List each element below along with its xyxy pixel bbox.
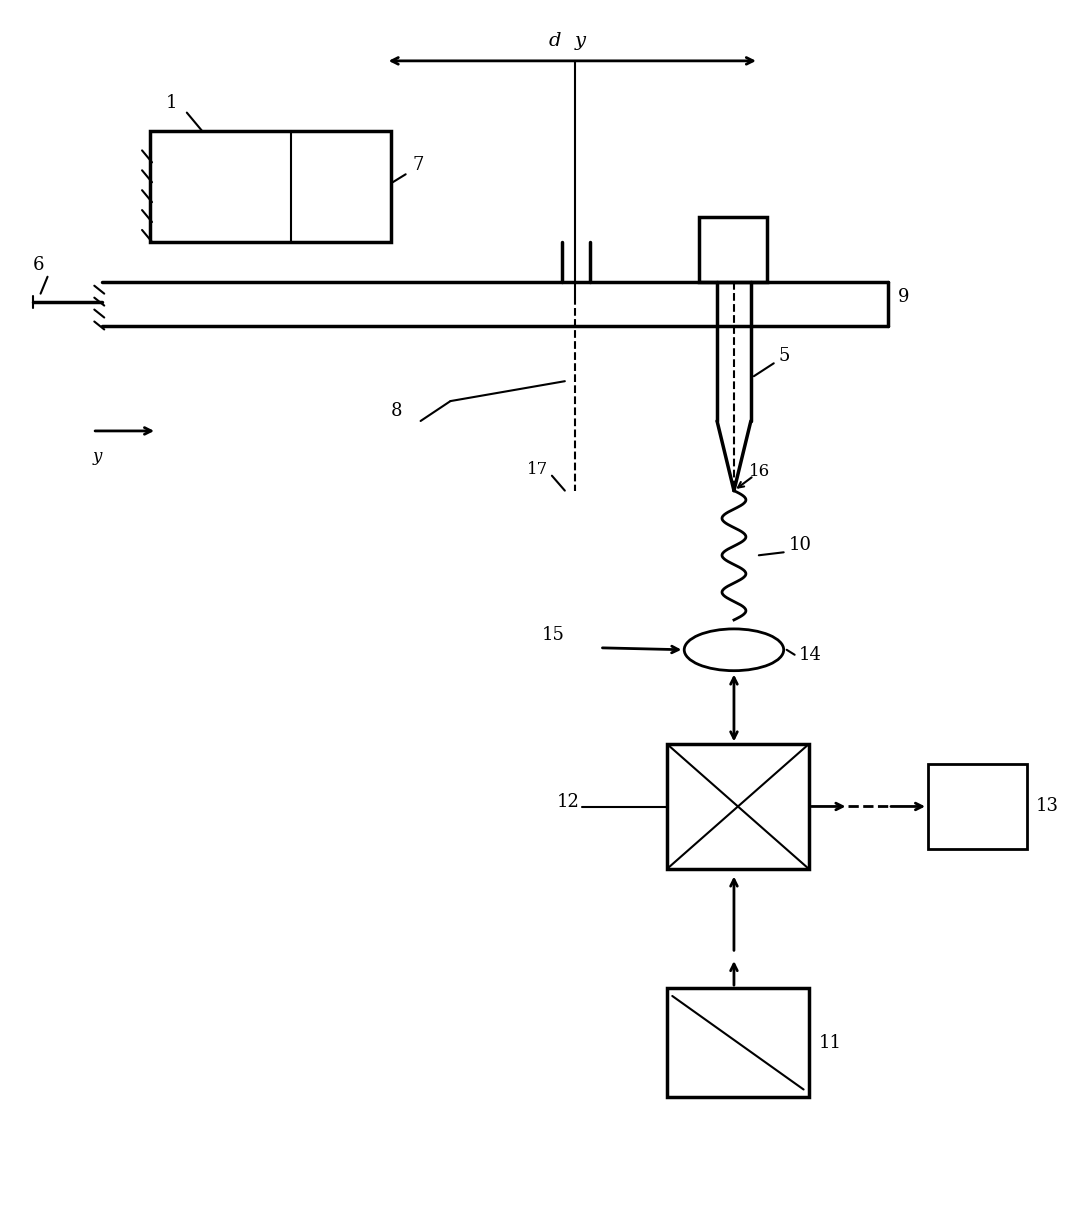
- Text: y: y: [92, 447, 102, 464]
- Text: 10: 10: [789, 536, 811, 555]
- Text: 5: 5: [778, 347, 790, 366]
- Bar: [667, 745, 808, 869]
- Text: 13: 13: [1036, 797, 1058, 816]
- Text: 11: 11: [819, 1034, 841, 1052]
- Text: 7: 7: [413, 156, 424, 174]
- Text: y: y: [574, 32, 585, 50]
- Bar: [928, 764, 1027, 848]
- Bar: [667, 989, 808, 1097]
- Text: 16: 16: [749, 463, 770, 480]
- Text: 9: 9: [898, 288, 910, 306]
- Text: 1: 1: [166, 94, 177, 112]
- Bar: [150, 130, 391, 241]
- Bar: [699, 217, 766, 282]
- Text: 15: 15: [542, 625, 564, 644]
- Text: 17: 17: [527, 461, 548, 478]
- Ellipse shape: [684, 629, 784, 670]
- Text: 12: 12: [557, 794, 579, 811]
- Text: d: d: [548, 32, 561, 50]
- Text: 14: 14: [799, 646, 821, 663]
- Text: 8: 8: [391, 402, 402, 421]
- Text: 6: 6: [33, 256, 44, 274]
